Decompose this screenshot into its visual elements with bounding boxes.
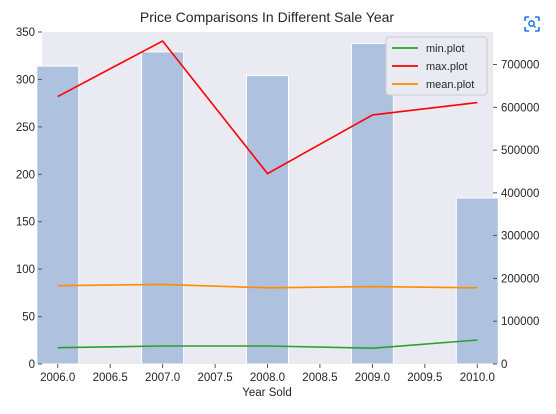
- x-tick-label: 2008.0: [250, 372, 285, 384]
- y2-tick-label: 400000: [501, 188, 539, 200]
- legend-label-min-plot: min.plot: [426, 43, 465, 55]
- y2-tick-label: 0: [501, 359, 507, 371]
- x-tick-label: 2006.0: [40, 372, 75, 384]
- x-tick-label: 2007.5: [198, 372, 233, 384]
- bar-2006: [36, 65, 80, 365]
- x-tick-label: 2008.5: [302, 372, 337, 384]
- y2-tick-label: 200000: [501, 273, 539, 285]
- x-axis-label: Year Sold: [242, 387, 291, 399]
- legend: min.plot max.plot mean.plot: [385, 36, 488, 96]
- y-tick-label: 50: [22, 312, 35, 324]
- y-tick-label: 300: [16, 74, 35, 86]
- x-tick-label: 2007.0: [145, 372, 180, 384]
- y-tick-label: 350: [16, 27, 35, 39]
- legend-box: [385, 36, 488, 96]
- scan-icon-glyph: [524, 16, 540, 32]
- y-tick-label: 100: [16, 264, 35, 276]
- x-tick-label: 2009.5: [407, 372, 442, 384]
- series-line-mean-plot: [57, 283, 478, 289]
- bar-2007: [141, 51, 185, 365]
- legend-label-max-plot: max.plot: [426, 61, 468, 73]
- y2-tick-label: 500000: [501, 145, 539, 157]
- y-axis-right: 0 100000 200000 300000 400000 500000 600000 700…: [493, 60, 539, 371]
- y-axis-left: 0 50 100 150 200 250 300 350: [16, 27, 42, 371]
- x-axis: 2006.0 2006.5 2007.0 2007.5 2008.0 2008.5 2009…: [40, 364, 495, 384]
- y2-tick-label: 100000: [501, 316, 539, 328]
- bar-2008: [246, 75, 289, 365]
- legend-label-mean-plot: mean.plot: [426, 79, 474, 91]
- y-tick-label: 150: [16, 217, 35, 229]
- y2-tick-label: 600000: [501, 102, 539, 114]
- y-tick-label: 250: [16, 122, 35, 134]
- x-tick-label: 2010.0: [460, 372, 495, 384]
- y2-tick-label: 700000: [501, 60, 539, 72]
- bars-layer: [36, 42, 499, 365]
- x-tick-label: 2006.5: [93, 372, 128, 384]
- series-line-min-plot: [57, 339, 478, 350]
- x-tick-label: 2009.0: [355, 372, 390, 384]
- series-line-max-plot: [57, 39, 478, 175]
- lines-layer: [57, 39, 478, 350]
- y-tick-label: 0: [29, 359, 35, 371]
- bar-2010: [455, 197, 499, 365]
- y-tick-label: 200: [16, 169, 35, 181]
- chart-title: Price Comparisons In Different Sale Year: [140, 9, 395, 25]
- screenshot-scan-icon[interactable]: [520, 12, 544, 36]
- y2-tick-label: 300000: [501, 231, 539, 243]
